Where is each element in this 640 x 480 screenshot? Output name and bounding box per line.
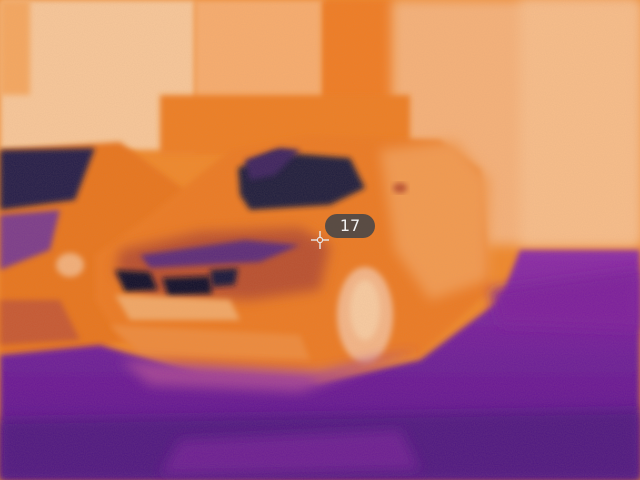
spot-temperature-badge: 17: [325, 214, 375, 238]
crosshair-icon: [311, 231, 329, 249]
